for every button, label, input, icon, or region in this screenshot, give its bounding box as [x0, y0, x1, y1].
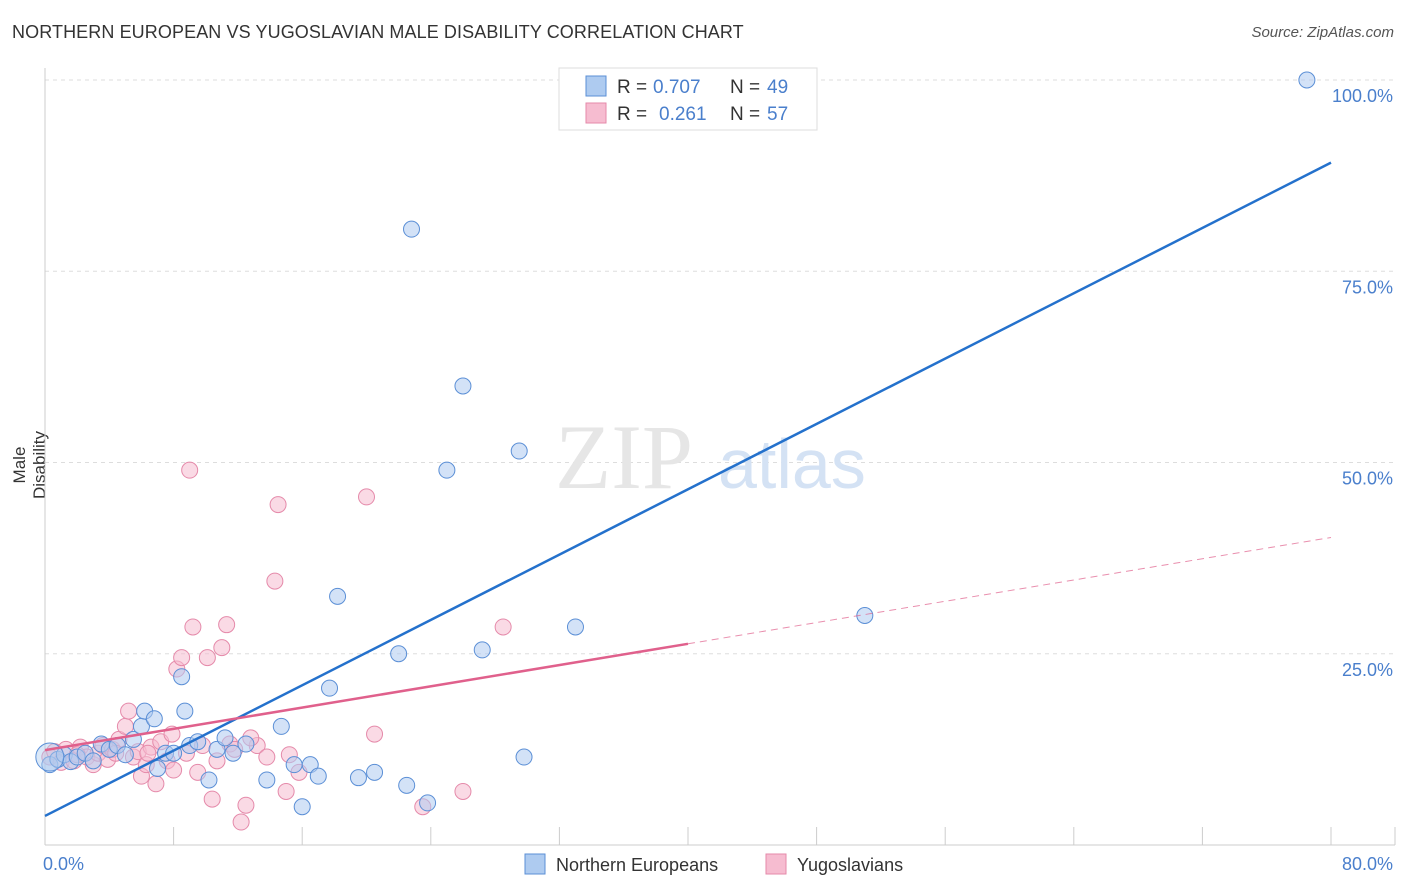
yugoslavian-point	[269, 496, 287, 514]
yugoslavian-point	[203, 790, 221, 808]
tick-labels: 25.0% 50.0% 75.0% 100.0% 0.0% 80.0%	[43, 86, 1393, 874]
northern-european-point	[366, 763, 384, 781]
trend-lines	[44, 161, 1332, 818]
watermark-atlas: atlas	[718, 425, 866, 503]
yugoslavian-point	[165, 761, 183, 779]
yugoslavian-point	[173, 649, 191, 667]
watermark-zip: ZIP	[555, 406, 693, 508]
legend-blue-swatch	[585, 75, 607, 97]
yugoslavian-point	[358, 488, 375, 506]
northern-european-point	[216, 729, 234, 747]
northern-european-points	[35, 71, 1316, 816]
chart-source: Source: ZipAtlas.com	[1251, 24, 1394, 41]
northern-european-point	[438, 461, 456, 479]
legend-pink-r-value: 0.261	[659, 104, 707, 125]
northern-european-point	[510, 442, 528, 460]
yugoslavian-trend-line	[44, 642, 689, 752]
yugoslavian-point	[494, 618, 512, 636]
x-tick-label: 0.0%	[43, 854, 84, 874]
northern-european-point	[1298, 71, 1316, 89]
yugoslavian-trend-line-extension	[687, 536, 1332, 645]
yugoslavian-point	[213, 639, 231, 657]
legend-bottom-blue-swatch	[524, 853, 546, 875]
chart-title: NORTHERN EUROPEAN VS YUGOSLAVIAN MALE DI…	[12, 22, 744, 42]
legend-bottom-pink-swatch	[765, 853, 787, 875]
legend-blue-n-label: N =	[730, 77, 760, 98]
yugoslavian-point	[120, 702, 138, 720]
northern-european-point	[293, 798, 311, 816]
northern-european-point	[224, 744, 242, 762]
yugoslavian-point	[218, 616, 236, 634]
northern-european-point	[473, 641, 491, 659]
northern-european-point	[173, 668, 191, 686]
northern-european-trend-line	[44, 161, 1332, 818]
yugoslavian-point	[454, 782, 472, 800]
yugoslavian-point	[184, 618, 202, 636]
legend-bottom: Northern Europeans Yugoslavians	[524, 853, 903, 875]
northern-european-point	[566, 618, 584, 636]
northern-european-point	[321, 679, 339, 697]
yugoslavian-point	[181, 461, 199, 479]
yugoslavian-points	[41, 461, 512, 831]
yugoslavian-point	[258, 748, 276, 766]
yugoslavian-point	[366, 725, 384, 743]
legend-pink-r-label: R =	[617, 104, 647, 125]
northern-european-point	[403, 220, 421, 238]
northern-european-point	[258, 771, 276, 789]
northern-european-point	[285, 756, 303, 774]
legend-bottom-pink-label: Yugoslavians	[797, 855, 903, 875]
y-tick-label: 50.0%	[1342, 469, 1393, 489]
northern-european-point	[515, 748, 533, 766]
northern-european-point	[35, 742, 65, 772]
y-tick-label: 100.0%	[1332, 86, 1393, 106]
watermark: ZIP atlas	[555, 406, 866, 508]
northern-european-point	[272, 717, 290, 735]
northern-european-point	[237, 735, 255, 753]
northern-european-point	[398, 776, 416, 794]
northern-european-point	[390, 645, 408, 663]
northern-european-point	[349, 769, 367, 787]
legend-blue-n-value: 49	[767, 77, 788, 98]
legend-bottom-blue-label: Northern Europeans	[556, 855, 718, 875]
northern-european-point	[454, 377, 472, 395]
northern-european-point	[116, 746, 134, 764]
legend-blue-r-value: 0.707	[653, 77, 701, 98]
legend-top: R = 0.707 N = 49 R = 0.261 N = 57	[558, 67, 818, 131]
y-tick-label: 75.0%	[1342, 277, 1393, 297]
northern-european-point	[176, 702, 194, 720]
axis-layer	[44, 68, 1396, 846]
y-tick-label: 25.0%	[1342, 660, 1393, 680]
yugoslavian-point	[232, 813, 250, 831]
legend-pink-n-value: 57	[767, 104, 788, 125]
northern-european-point	[149, 760, 167, 777]
northern-european-point	[145, 710, 163, 728]
legend-pink-n-label: N =	[730, 104, 760, 125]
northern-european-point	[329, 587, 347, 605]
legend-pink-swatch	[585, 102, 607, 124]
yugoslavian-point	[237, 796, 255, 814]
yugoslavian-point	[266, 572, 284, 590]
yugoslavian-point	[139, 744, 157, 762]
northern-european-point	[419, 794, 437, 812]
yugoslavian-point	[198, 649, 216, 667]
grid-layer	[45, 79, 1395, 655]
northern-european-point	[309, 767, 327, 785]
yugoslavian-point	[147, 775, 165, 793]
legend-blue-r-label: R =	[617, 77, 647, 98]
northern-european-point	[200, 771, 218, 789]
northern-european-point	[84, 752, 102, 770]
x-tick-label: 80.0%	[1342, 854, 1393, 874]
yugoslavian-point	[277, 782, 295, 800]
